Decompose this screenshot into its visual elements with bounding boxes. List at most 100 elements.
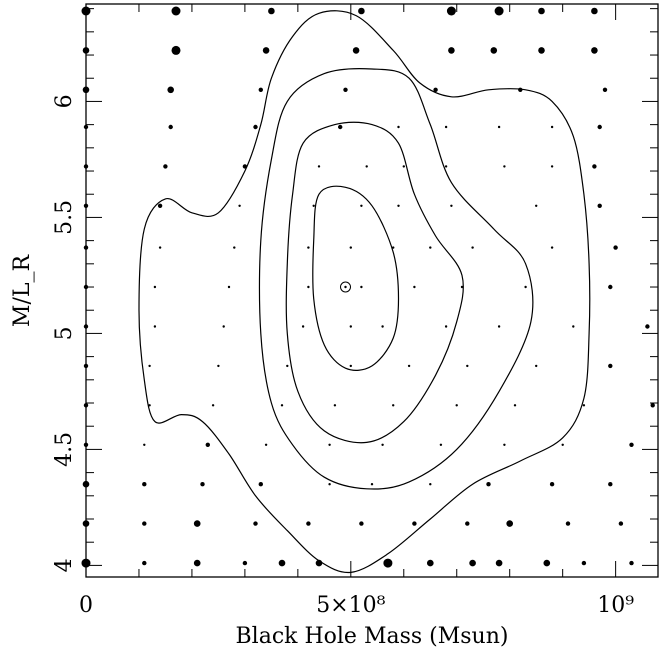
grid-point	[381, 325, 384, 328]
grid-point	[550, 125, 554, 129]
grid-point	[83, 164, 89, 169]
grid-point	[286, 364, 289, 368]
grid-point	[171, 45, 181, 55]
contour-lines	[138, 10, 591, 574]
grid-point	[535, 204, 538, 207]
grid-point	[262, 47, 270, 54]
grid-point	[359, 521, 364, 526]
grid-point	[397, 204, 400, 207]
y-tick-label: 6	[52, 94, 77, 108]
grid-point	[494, 6, 504, 16]
grid-point	[315, 559, 323, 567]
grid-point	[608, 363, 613, 369]
grid-point	[83, 245, 89, 250]
grid-point	[538, 7, 545, 15]
grid-point	[591, 7, 598, 15]
grid-point	[83, 324, 89, 329]
grid-point	[392, 246, 395, 249]
contour-2	[285, 121, 464, 444]
grid-point	[490, 47, 498, 54]
grid-point	[82, 480, 90, 488]
grid-point	[148, 404, 151, 407]
grid-point	[535, 364, 538, 368]
grid-point	[82, 47, 90, 54]
grid-point	[469, 559, 476, 567]
grid-point	[427, 559, 434, 567]
grid-point	[222, 325, 225, 328]
axis-ticks	[85, 4, 658, 577]
grid-point	[264, 443, 268, 446]
x-tick-label: 5×10⁸	[316, 593, 385, 618]
grid-point	[360, 204, 363, 207]
grid-point	[518, 87, 523, 93]
grid-point	[450, 204, 453, 207]
grid-point	[550, 165, 554, 168]
y-tick-label: 5	[52, 326, 77, 340]
grid-point	[407, 364, 411, 368]
grid-point	[242, 560, 248, 566]
grid-point	[597, 124, 602, 130]
grid-point	[383, 558, 393, 568]
grid-point	[193, 520, 201, 527]
grid-point	[227, 285, 231, 289]
y-axis-label: M/L_R	[10, 254, 35, 328]
best-fit-dot	[344, 285, 347, 289]
grid-point	[153, 285, 157, 289]
grid-point	[392, 404, 395, 407]
grid-point	[83, 403, 89, 408]
grid-point	[497, 125, 501, 129]
grid-point	[381, 443, 384, 446]
grid-point	[148, 364, 151, 368]
grid-point	[582, 404, 586, 407]
y-tick-label: 4.5	[52, 432, 77, 467]
grid-point	[338, 124, 343, 130]
x-axis-label: Black Hole Mass (Msun)	[236, 624, 509, 649]
grid-point	[433, 87, 438, 93]
grid-point	[307, 285, 310, 289]
grid-point	[253, 124, 258, 130]
grid-point	[503, 165, 506, 168]
grid-point	[429, 246, 432, 249]
best-fit-circle	[340, 281, 351, 293]
grid-point	[328, 483, 331, 486]
grid-point	[455, 404, 458, 407]
grid-point	[370, 483, 374, 486]
x-tick-label: 0	[79, 593, 93, 618]
grid-point	[650, 403, 655, 408]
grid-point	[142, 482, 147, 487]
grid-point	[506, 520, 513, 527]
grid-point	[168, 124, 173, 130]
grid-point	[471, 246, 474, 249]
grid-point	[360, 285, 363, 289]
grid-point	[497, 325, 501, 328]
grid-point	[397, 125, 400, 129]
grid-point	[538, 47, 545, 54]
grid-point	[301, 325, 305, 328]
grid-point	[157, 203, 163, 208]
grid-point	[349, 246, 352, 249]
grid-point	[597, 203, 602, 208]
grid-point	[645, 324, 650, 329]
grid-point	[200, 482, 205, 487]
grid-point	[82, 520, 90, 527]
grid-point	[486, 482, 491, 487]
y-tick-label: 5.5	[52, 200, 77, 235]
grid-point	[142, 521, 147, 526]
grid-point	[328, 443, 331, 446]
grid-point	[83, 124, 89, 130]
grid-point	[358, 7, 365, 15]
grid-point	[143, 443, 146, 446]
grid-point	[167, 86, 174, 94]
x-tick-label: 10⁹	[597, 593, 634, 618]
grid-point	[242, 164, 248, 169]
grid-point	[561, 443, 564, 446]
grid-point	[550, 246, 554, 249]
grid-point	[613, 245, 618, 250]
contour-1	[312, 185, 400, 371]
grid-point	[365, 165, 368, 168]
grid-point	[591, 47, 598, 54]
contour-3	[258, 68, 534, 490]
grid-point	[439, 443, 443, 446]
grid-point	[171, 6, 181, 16]
grid-point	[402, 165, 405, 168]
